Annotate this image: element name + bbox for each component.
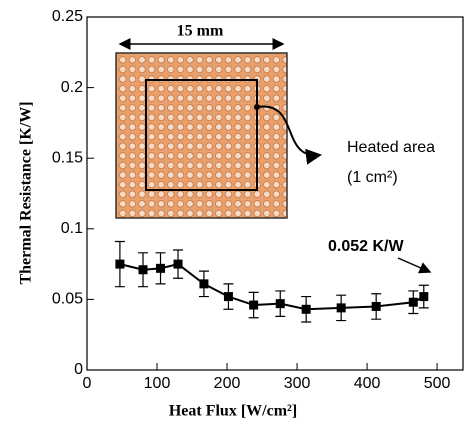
x-tick-label: 100 bbox=[144, 375, 171, 392]
x-tick-label: 300 bbox=[284, 375, 311, 392]
data-point bbox=[419, 292, 429, 302]
data-point bbox=[301, 304, 311, 314]
data-point bbox=[336, 303, 346, 313]
plot-frame bbox=[86, 16, 464, 371]
x-tick-label: 0 bbox=[83, 375, 92, 392]
annotation-arrow bbox=[397, 257, 432, 274]
y-tick-label: 0.1 bbox=[61, 220, 83, 237]
data-point bbox=[275, 299, 285, 309]
annotation: (1 cm²) bbox=[347, 169, 398, 186]
annotation: Heated area bbox=[347, 139, 435, 156]
x-axis-label: Heat Flux [W/cm²] bbox=[169, 403, 297, 420]
x-tick-label: 500 bbox=[424, 375, 451, 392]
x-tick-label: 400 bbox=[354, 375, 381, 392]
inset bbox=[115, 38, 322, 219]
data-point bbox=[408, 297, 418, 307]
y-tick-label: 0 bbox=[74, 361, 83, 378]
data-point bbox=[371, 301, 381, 311]
y-tick-label: 0.05 bbox=[52, 291, 83, 308]
annotation: 0.052 K/W bbox=[328, 238, 404, 255]
data-point bbox=[249, 300, 259, 310]
data-point bbox=[115, 259, 125, 269]
data-point bbox=[156, 263, 166, 273]
data-point bbox=[138, 265, 148, 275]
y-tick-label: 0.2 bbox=[61, 79, 83, 96]
data-point bbox=[199, 279, 209, 289]
data-point bbox=[173, 259, 183, 269]
data-point bbox=[223, 292, 233, 302]
y-tick-label: 0.15 bbox=[52, 149, 83, 166]
annotation: 15 mm bbox=[177, 23, 224, 40]
y-axis-label: Thermal Resistance [K/W] bbox=[18, 101, 35, 284]
x-tick-label: 200 bbox=[214, 375, 241, 392]
y-tick-label: 0.25 bbox=[52, 8, 83, 25]
